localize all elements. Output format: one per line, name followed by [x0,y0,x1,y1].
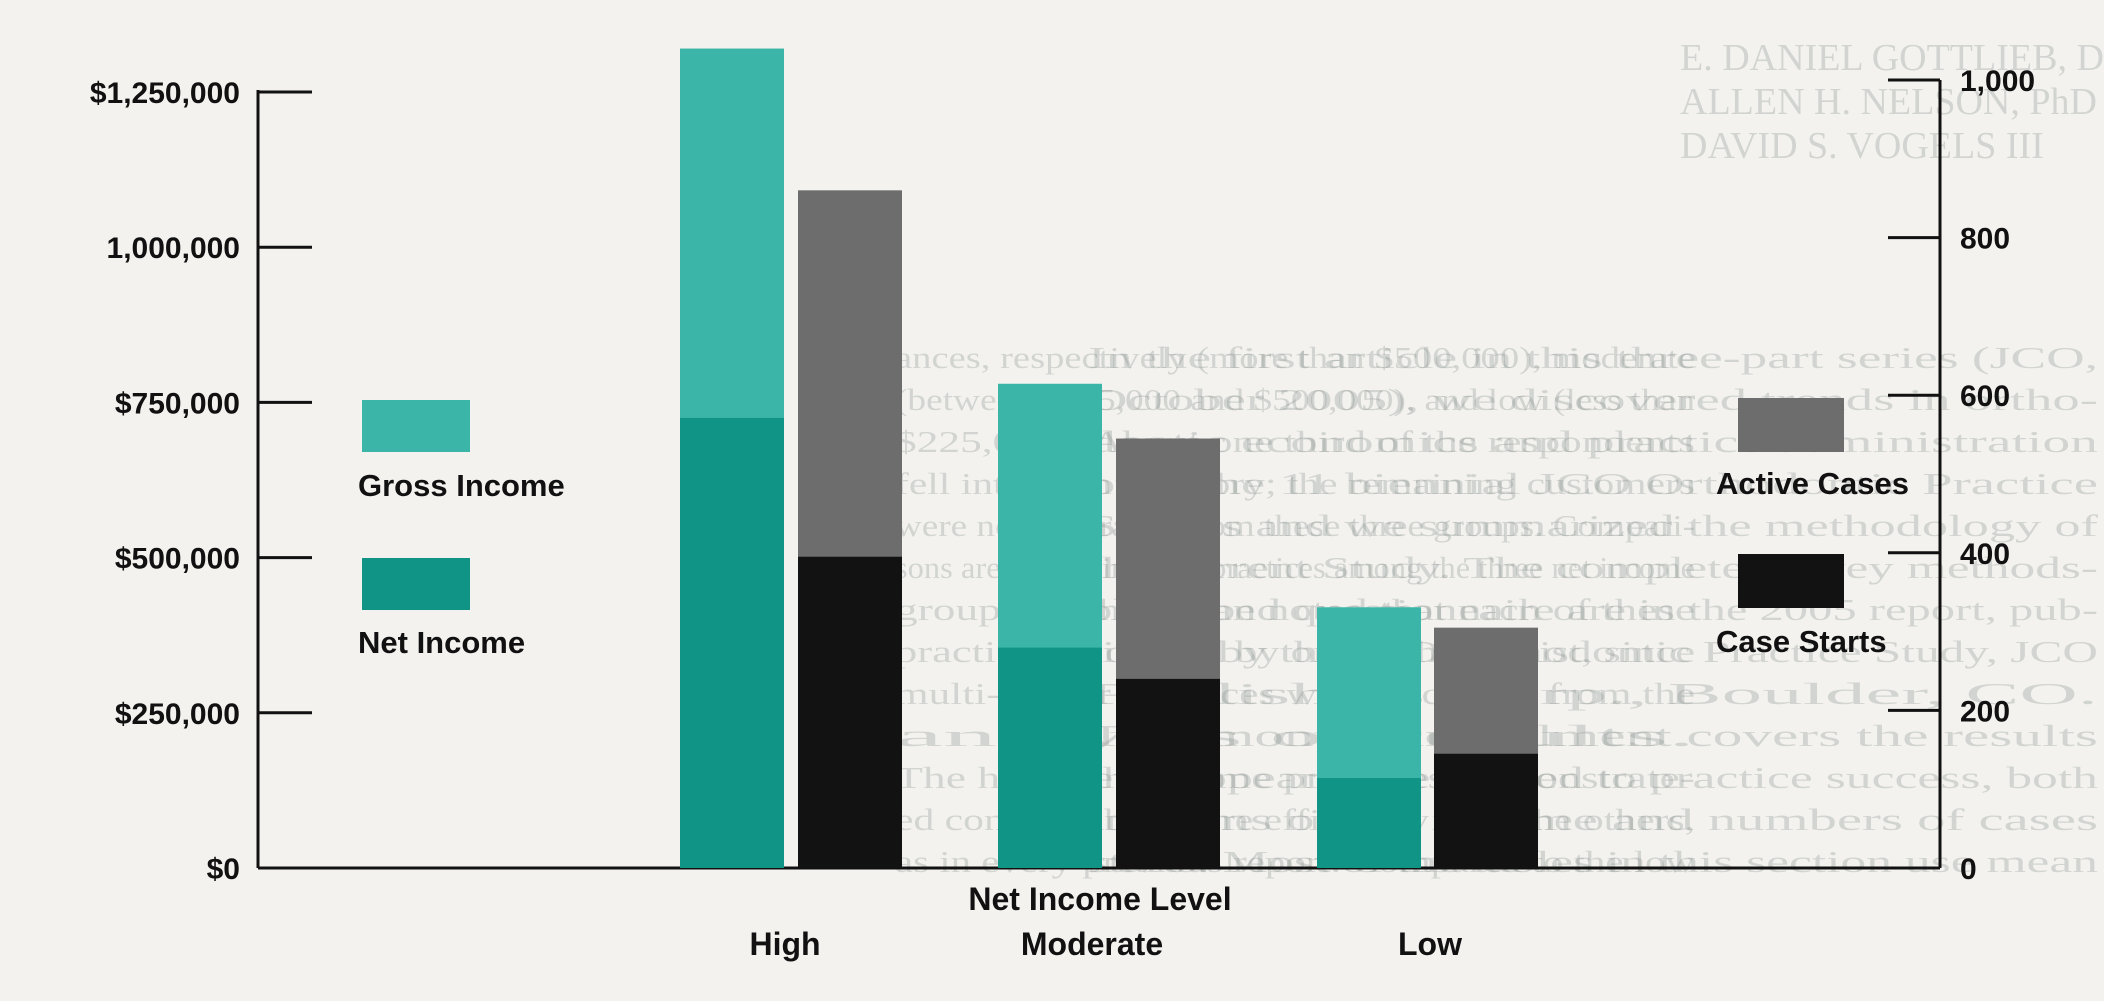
right-tick-label: 800 [1960,223,2010,256]
right-tick-label: 600 [1960,380,2010,413]
legend-swatch-gross-income [362,400,470,452]
background-right-line: In the first article in this three-part … [1088,340,2098,375]
legend-right: Active Cases Case Starts [1716,398,1909,659]
background-right-line: starts. Most of the tables in this secti… [1088,844,2099,879]
legend-label-case-starts: Case Starts [1716,624,1887,659]
legend-swatch-active-cases [1738,398,1844,452]
background-right-line: the current Study. The complete survey m… [1088,550,2098,585]
background-right-line: over the 11 biennial JCO Orthodontic Pra… [1088,466,2098,501]
background-right-line: Publishers Corp., Boulder, CO. [1088,676,2098,711]
background-header-line: E. DANIEL GOTTLIEB, DDS [1680,37,2104,79]
bar-marks [680,48,1538,868]
left-tick-label: 1,000,000 [107,232,240,265]
category-labels: High Moderate Low [749,926,1462,962]
bar-net-income-moderate [998,647,1102,868]
background-right-line: dontic economics and practice administra… [1088,424,2099,459]
background-right-line: This month's installment covers the resu… [1088,718,2098,753]
left-tick-label: $250,000 [115,698,240,731]
bar-case-starts-low [1434,753,1538,868]
background-header-line: ALLEN H. NELSON, PhD [1680,81,2097,123]
bar-net-income-low [1317,777,1421,868]
left-tick-label: $750,000 [115,387,240,420]
background-header-line: DAVID S. VOGELS III [1680,125,2044,167]
right-tick-label: 200 [1960,695,2010,728]
background-middle-line: ances, respectively (more than $500,000)… [895,340,1695,375]
right-tick-label: 1,000 [1960,65,2035,98]
left-tick-label: $0 [207,853,240,886]
legend-swatch-case-starts [1738,554,1844,608]
right-tick-label: 0 [1960,853,1977,886]
legend-label-active-cases: Active Cases [1716,466,1909,501]
category-label-high: High [749,926,820,962]
right-tick-label: 400 [1960,538,2010,571]
background-right-line: in terms of net income and numbers of ca… [1088,802,2098,837]
background-right-line: lished by the JCO Orthodontic Practice S… [1088,634,2098,669]
legend-swatch-net-income [362,558,470,610]
right-axis-ticks: 0 200 400 600 800 1,000 [1888,65,2035,886]
left-tick-label: $500,000 [115,543,240,576]
left-tick-label: $1,250,000 [90,77,240,110]
legend-left: Gross Income Net Income [358,400,565,660]
background-right-line: Studies and we summarized the methodolog… [1088,508,2099,543]
background-right-line: October 2005), we discovered trends in o… [1088,382,2098,417]
bar-case-starts-high [798,556,902,868]
left-axis-ticks: $0 $250,000 $500,000 $750,000 1,000,000 $1,25… [90,77,312,886]
background-right-line: ology and questionnaire are in the 2005 … [1088,592,2098,627]
category-label-moderate: Moderate [1021,926,1163,962]
bar-net-income-high [680,417,784,868]
background-right-line: that appear to be related to practice su… [1088,760,2099,795]
bar-case-starts-moderate [1116,678,1220,868]
x-axis-title: Net Income Level [968,881,1231,917]
legend-label-gross-income: Gross Income [358,468,565,503]
legend-label-net-income: Net Income [358,625,525,660]
category-label-low: Low [1398,926,1462,962]
